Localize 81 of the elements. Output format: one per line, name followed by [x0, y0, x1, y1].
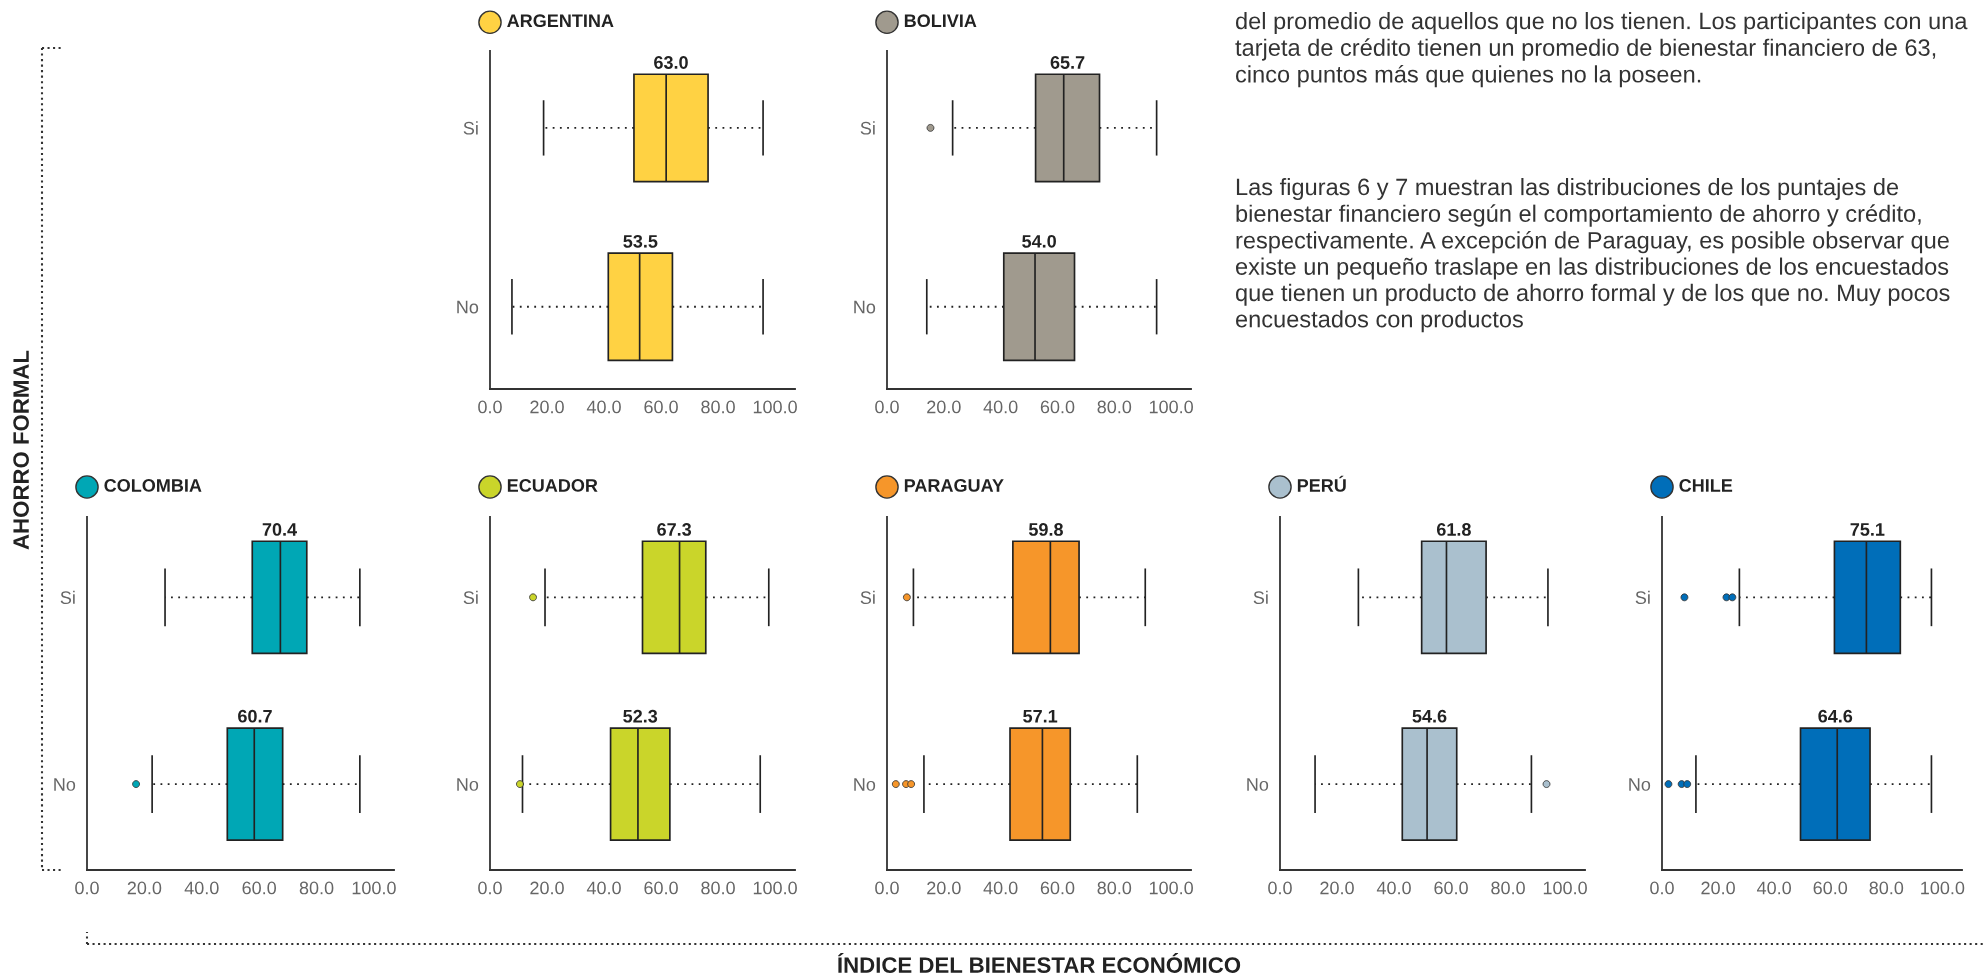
chart-title: ECUADOR: [507, 479, 598, 492]
x-tick-label: 80.0: [1097, 881, 1132, 895]
x-tick-label: 100.0: [1149, 400, 1193, 414]
text: 65.7: [1050, 56, 1085, 69]
y-tick-label: Si: [463, 121, 478, 135]
text: 70.4: [262, 523, 297, 536]
x-tick-label: 20.0: [127, 881, 162, 895]
y-tick-label: No: [457, 778, 479, 791]
x-tick-label: 20.0: [1320, 881, 1354, 895]
x-tick-label: 100.0: [753, 400, 797, 414]
text: ÍNDICE DEL BIENESTAR ECONÓMICO: [838, 953, 1241, 973]
x-tick-label: 80.0: [1097, 400, 1132, 414]
chart-title: BOLIVIA: [904, 14, 977, 28]
x-tick-label: 60.0: [1813, 881, 1848, 895]
x-tick-label: 60.0: [1040, 400, 1075, 414]
chart-title: PERÚ: [1297, 475, 1346, 492]
text: 60.7: [238, 709, 272, 723]
text: 67.3: [657, 523, 692, 536]
x-tick-label: 20.0: [927, 400, 961, 414]
x-tick-label: 0.0: [1650, 881, 1674, 895]
x-tick-label: 0.0: [1268, 881, 1292, 895]
x-tick-label: 20.0: [530, 400, 564, 414]
x-tick-label: 20.0: [530, 881, 564, 895]
x-tick-label: 80.0: [701, 881, 735, 895]
x-tick-label: 0.0: [478, 400, 502, 414]
y-tick-label: No: [854, 300, 876, 314]
x-tick-label: 100.0: [1149, 881, 1193, 895]
y-tick-label: Si: [860, 590, 875, 605]
y-tick-label: No: [457, 300, 479, 314]
text: Las figuras 6 y 7 muestran las distribuciones de los puntajes de bienestar financiero según el comportamiento de ahorro y crédito, respectivamente. A excepción de Paraguay, es posible observar que existe un pequeño traslape en las distribuciones de los encuestados que tienen un producto de ahorro formal y de los que no. Muy pocos encuestados con productos: [1235, 178, 1950, 333]
y-tick-label: No: [1247, 778, 1269, 791]
text: 64.6: [1818, 709, 1853, 723]
y-tick-label: No: [854, 778, 876, 791]
text: 63.0: [654, 56, 688, 69]
x-tick-label: 20.0: [1701, 881, 1735, 895]
x-tick-label: 100.0: [1543, 881, 1587, 895]
x-tick-label: 0.0: [875, 400, 899, 414]
chart-title: COLOMBIA: [104, 479, 202, 492]
y-tick-label: Si: [860, 121, 875, 135]
x-tick-label: 40.0: [983, 400, 1018, 414]
y-tick-label: Si: [463, 590, 478, 605]
y-tick-label: No: [1629, 778, 1651, 791]
y-tick-label: Si: [60, 590, 75, 605]
x-tick-label: 80.0: [299, 881, 334, 895]
y-tick-label: No: [54, 778, 76, 791]
text: 57.1: [1023, 710, 1058, 723]
text: 54.6: [1412, 709, 1447, 723]
x-tick-label: 60.0: [1040, 881, 1075, 895]
text: 53.5: [623, 234, 658, 248]
x-tick-label: 0.0: [478, 881, 502, 895]
x-tick-label: 0.0: [875, 881, 899, 895]
text: del promedio de aquellos que no los tienen. Los participantes con una tarjeta de crédito tienen un promedio de bienestar financiero de 63, cinco puntos más que quienes no la poseen.: [1235, 12, 1968, 88]
text: 54.0: [1022, 234, 1056, 248]
x-tick-label: 20.0: [927, 881, 961, 895]
x-tick-label: 100.0: [1921, 881, 1965, 895]
x-tick-label: 40.0: [586, 400, 621, 414]
x-tick-label: 100.0: [753, 881, 797, 895]
y-tick-label: Si: [1253, 590, 1268, 605]
x-tick-label: 40.0: [1376, 881, 1411, 895]
x-tick-label: 60.0: [242, 881, 277, 895]
text: 61.8: [1436, 523, 1471, 536]
chart-title: CHILE: [1679, 479, 1733, 492]
x-tick-label: 60.0: [644, 881, 678, 895]
x-tick-label: 60.0: [644, 400, 678, 414]
x-tick-label: 60.0: [1434, 881, 1468, 895]
x-tick-label: 0.0: [75, 881, 99, 895]
chart-title: PARAGUAY: [904, 479, 1004, 492]
text: 75.1: [1850, 523, 1885, 536]
x-tick-label: 40.0: [1757, 881, 1792, 895]
x-tick-label: 40.0: [586, 881, 621, 895]
text: 52.3: [623, 709, 658, 723]
text: 59.8: [1028, 523, 1063, 536]
x-tick-label: 80.0: [1869, 881, 1904, 895]
text: AHORRO FORMAL: [13, 350, 29, 550]
x-tick-label: 80.0: [1491, 881, 1525, 895]
x-tick-label: 80.0: [701, 400, 735, 414]
x-tick-label: 40.0: [983, 881, 1018, 895]
y-tick-label: Si: [1635, 590, 1650, 605]
x-tick-label: 100.0: [352, 881, 396, 895]
x-tick-label: 40.0: [184, 881, 219, 895]
chart-title: ARGENTINA: [507, 14, 614, 28]
